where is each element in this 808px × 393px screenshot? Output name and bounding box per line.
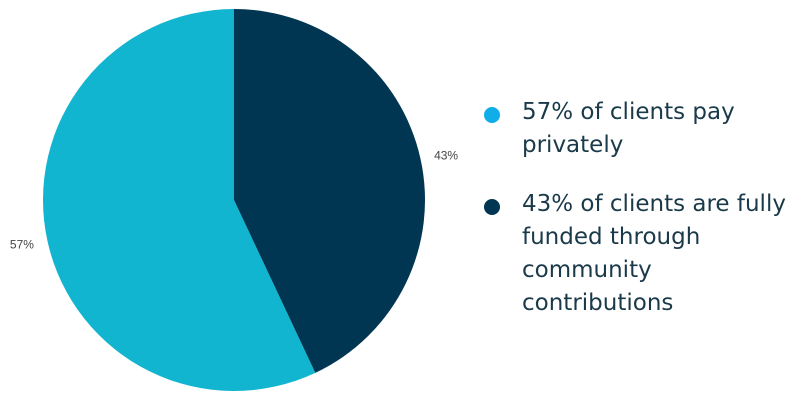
legend-item-community-funded: 43% of clients are fully funded through …: [482, 188, 802, 320]
pie-slice-1: [234, 9, 426, 373]
pie-slice-label-0: 57%: [10, 238, 34, 252]
pie-slices: [43, 9, 426, 391]
pie-chart: 57% 43%: [10, 9, 459, 391]
legend-text-private-pay: 57% of clients pay privately: [522, 99, 735, 158]
legend: 57% of clients pay privately 43% of clie…: [482, 96, 802, 346]
pie-slice-labels: 57% 43%: [10, 148, 459, 251]
legend-item-private-pay: 57% of clients pay privately: [482, 96, 802, 162]
legend-text-community-funded: 43% of clients are fully funded through …: [522, 191, 786, 316]
pie-slice-0: [43, 9, 316, 391]
pie-slice-label-1: 43%: [434, 148, 458, 162]
legend-dot-community-funded: [484, 199, 500, 215]
legend-dot-private-pay: [484, 107, 500, 123]
